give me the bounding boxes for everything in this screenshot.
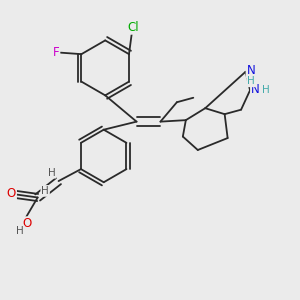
Text: H: H <box>48 168 56 178</box>
Text: O: O <box>22 217 31 230</box>
Text: H: H <box>247 76 255 86</box>
Text: N: N <box>247 64 255 77</box>
Text: H: H <box>16 226 24 236</box>
Text: Cl: Cl <box>128 21 139 34</box>
Text: F: F <box>53 46 59 59</box>
Text: O: O <box>7 188 16 200</box>
Text: H: H <box>262 85 269 95</box>
Text: N: N <box>251 83 260 96</box>
Text: H: H <box>41 186 49 196</box>
